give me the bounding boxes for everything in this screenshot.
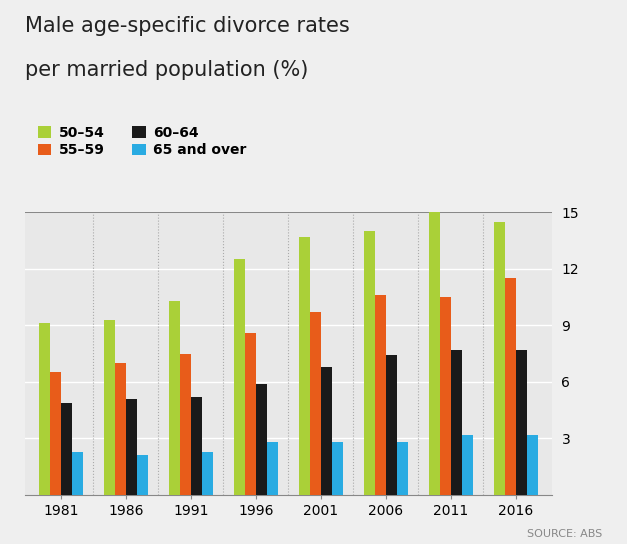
Bar [103,320,115,495]
Bar [137,455,148,495]
Bar [299,237,310,495]
Bar [440,297,451,495]
Bar [126,399,137,495]
Bar [494,221,505,495]
Bar [364,231,375,495]
Bar [72,452,83,495]
Bar [169,301,180,495]
Bar [516,350,527,495]
Bar [61,403,72,495]
Bar [332,442,343,495]
Bar [386,355,397,495]
Bar [50,373,61,495]
Legend: 50–54, 55–59, 60–64, 65 and over: 50–54, 55–59, 60–64, 65 and over [32,120,252,163]
Bar [375,295,386,495]
Bar [191,397,202,495]
Bar [256,384,267,495]
Bar [321,367,332,495]
Bar [527,435,538,495]
Bar [39,324,50,495]
Bar [397,442,408,495]
Bar [234,259,245,495]
Bar [180,354,191,495]
Text: per married population (%): per married population (%) [25,60,308,80]
Text: Male age-specific divorce rates: Male age-specific divorce rates [25,16,350,36]
Bar [310,312,321,495]
Bar [245,333,256,495]
Text: SOURCE: ABS: SOURCE: ABS [527,529,602,539]
Bar [505,278,516,495]
Bar [115,363,126,495]
Bar [267,442,278,495]
Bar [429,203,440,495]
Bar [451,350,462,495]
Bar [462,435,473,495]
Bar [202,452,213,495]
